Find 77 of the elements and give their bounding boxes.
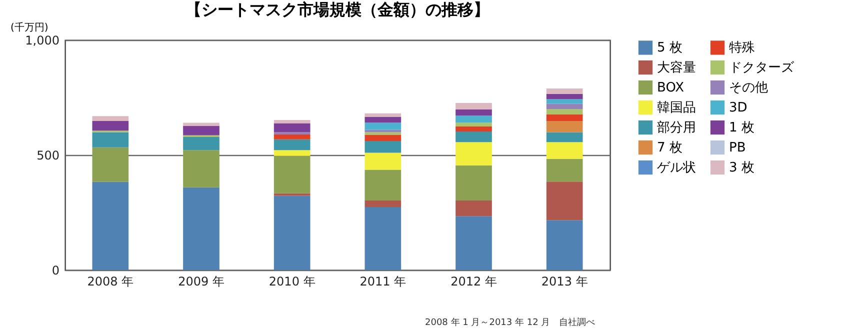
x-tick-label: 2008 年 — [87, 274, 134, 288]
x-tick-label: 2010 年 — [268, 274, 316, 288]
bar — [364, 117, 402, 123]
bar — [92, 132, 129, 148]
bar — [546, 120, 583, 132]
bar — [274, 139, 310, 150]
legend-label: PB — [729, 140, 746, 156]
bar — [546, 220, 583, 270]
legend-label: 韓国品 — [657, 100, 696, 116]
bar — [546, 94, 583, 100]
bar — [546, 88, 583, 94]
bar — [183, 187, 220, 270]
bar — [274, 150, 310, 156]
bar — [92, 147, 129, 182]
bar — [274, 132, 310, 135]
y-axis-title: (千万円) — [10, 22, 48, 34]
bar — [183, 150, 220, 188]
y-tick-label: 0 — [52, 264, 60, 278]
bar — [456, 165, 492, 201]
bar — [364, 113, 402, 118]
bar — [546, 158, 583, 182]
bar — [183, 122, 220, 126]
legend-label: ゲル状 — [657, 160, 696, 176]
bar — [546, 132, 583, 142]
text: 2008 年 1 月～2013 年 12 月 自社調べ — [425, 316, 596, 329]
legend-label: 3D — [729, 100, 748, 116]
bar — [456, 216, 492, 270]
x-tick-label: 2009 年 — [178, 274, 224, 288]
x-tick-label: 2011 年 — [360, 274, 406, 288]
legend-label: 特殊 — [729, 40, 755, 56]
legend-label: 1 枚 — [729, 120, 754, 136]
bar — [456, 132, 492, 142]
bar — [364, 134, 402, 141]
bar — [546, 104, 583, 109]
legend-label: その他 — [729, 80, 768, 96]
bar — [456, 200, 492, 216]
bar — [92, 116, 129, 121]
bar — [546, 114, 583, 121]
bar — [364, 122, 402, 130]
bar — [456, 109, 492, 116]
bar — [456, 122, 492, 126]
legend-label: ドクターズ — [729, 60, 795, 76]
bar — [274, 156, 310, 194]
bar — [274, 120, 310, 124]
bar — [183, 126, 220, 136]
bar — [364, 200, 402, 207]
x-tick-label: 2013 年 — [541, 274, 588, 288]
legend-label: BOX — [657, 80, 684, 96]
bar — [274, 134, 310, 140]
bar — [546, 182, 583, 220]
legend-label: 大容量 — [657, 60, 696, 76]
bar — [274, 196, 310, 270]
legend-label: 3 枚 — [729, 160, 754, 176]
bar — [364, 152, 402, 170]
bar — [456, 103, 492, 110]
bar — [546, 109, 583, 114]
legend-label: 5 枚 — [657, 40, 682, 56]
bar — [456, 126, 492, 132]
bar — [456, 142, 492, 166]
legend-label: 部分用 — [657, 120, 696, 136]
y-tick-label: 500 — [36, 148, 60, 162]
bar — [364, 140, 402, 153]
x-tick-label: 2012 年 — [450, 274, 497, 288]
y-tick-label: 1,000 — [25, 34, 60, 48]
legend-label: 7 枚 — [657, 140, 682, 156]
bar — [364, 130, 402, 132]
bar — [546, 99, 583, 104]
bar — [274, 123, 310, 132]
bar — [364, 206, 402, 270]
bar — [364, 132, 402, 135]
bar — [546, 142, 583, 159]
bar — [364, 170, 402, 201]
bar — [92, 120, 129, 131]
chart-title: 【シートマスク市場規模（金額）の推移】 — [186, 0, 490, 19]
bar — [456, 116, 492, 123]
bar — [183, 137, 220, 150]
bar — [92, 182, 129, 270]
